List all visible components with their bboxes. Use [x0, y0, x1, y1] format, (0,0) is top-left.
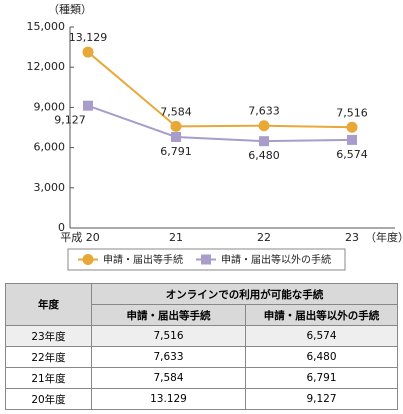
table-cell: オンラインでの利用が可能な手続 — [91, 283, 398, 305]
table-cell: 申請・届出等手続 — [91, 304, 246, 326]
table-row: 23年度 7,516 6,574 — [5, 325, 398, 347]
table-cell: 年度 — [5, 283, 92, 326]
data-point — [347, 134, 357, 145]
y-tick-label: 6,000 — [34, 141, 66, 154]
y-tick-label: 15,000 — [27, 20, 66, 33]
table-cell: 申請・届出等以外の手続 — [245, 304, 398, 326]
series-line — [87, 104, 353, 143]
table-cell: 7,516 — [91, 325, 246, 347]
table-cell: 13.129 — [91, 388, 246, 410]
data-point — [170, 120, 182, 132]
y-tick-label: 12,000 — [27, 60, 66, 73]
data-point — [82, 46, 94, 58]
table-cell: 6,574 — [245, 325, 398, 347]
table-row: 22年度 7,633 6,480 — [5, 346, 398, 368]
legend-label: 申請・届出等手続 — [103, 253, 183, 266]
x-axis-label: （年度） — [365, 230, 403, 244]
data-point — [171, 132, 181, 143]
table-row: 20年度 13.129 9,127 — [5, 388, 398, 410]
data-table: 年度 オンラインでの利用が可能な手続 申請・届出等手続 申請・届出等以外の手続 23年度… — [5, 283, 398, 410]
table-cell: 6,791 — [245, 367, 398, 389]
table-cell: 6,480 — [245, 346, 398, 368]
x-tick-label: 22 — [257, 231, 271, 244]
legend-label: 申請・届出等以外の手続 — [221, 253, 331, 266]
legend-marker — [82, 254, 94, 265]
y-axis-label: （種類） — [48, 2, 92, 16]
table-row: 21年度 7,584 6,791 — [5, 367, 398, 389]
data-label: 13,129 — [69, 31, 108, 44]
table-cell: 22年度 — [5, 346, 92, 368]
table-cell: 7,633 — [91, 346, 246, 368]
data-label: 7,584 — [160, 105, 192, 118]
y-tick-label: 0 — [58, 221, 65, 234]
x-tick-label: 平成 20 — [60, 231, 100, 244]
data-point — [259, 136, 269, 147]
data-point — [258, 120, 270, 132]
data-point — [83, 100, 93, 111]
legend-marker — [201, 254, 211, 265]
table-cell: 20年度 — [5, 388, 92, 410]
chart: （種類） （年度） 0 3,000 6,000 9,000 12,000 15,000 平成… — [27, 2, 403, 271]
data-label: 9,127 — [54, 114, 86, 127]
legend-box — [67, 248, 346, 271]
series-line — [87, 51, 353, 129]
x-tick-label: 21 — [169, 231, 183, 244]
x-tick-label: 23 — [345, 231, 359, 244]
data-label: 7,516 — [336, 106, 368, 119]
data-label: 7,633 — [248, 105, 280, 118]
y-tick-label: 3,000 — [34, 181, 66, 194]
table-cell: 23年度 — [5, 325, 92, 347]
table-cell: 7,584 — [91, 367, 246, 389]
table-cell: 21年度 — [5, 367, 92, 389]
table-row: 年度 オンラインでの利用が可能な手続 — [5, 283, 398, 326]
data-label: 6,574 — [336, 148, 368, 161]
table-row: 申請・届出等手続 申請・届出等以外の手続 — [6, 304, 398, 326]
data-label: 6,791 — [160, 145, 192, 158]
y-tick-label: 9,000 — [34, 100, 66, 113]
data-point — [346, 121, 358, 133]
table-cell: 9,127 — [245, 388, 398, 410]
data-label: 6,480 — [248, 149, 280, 162]
